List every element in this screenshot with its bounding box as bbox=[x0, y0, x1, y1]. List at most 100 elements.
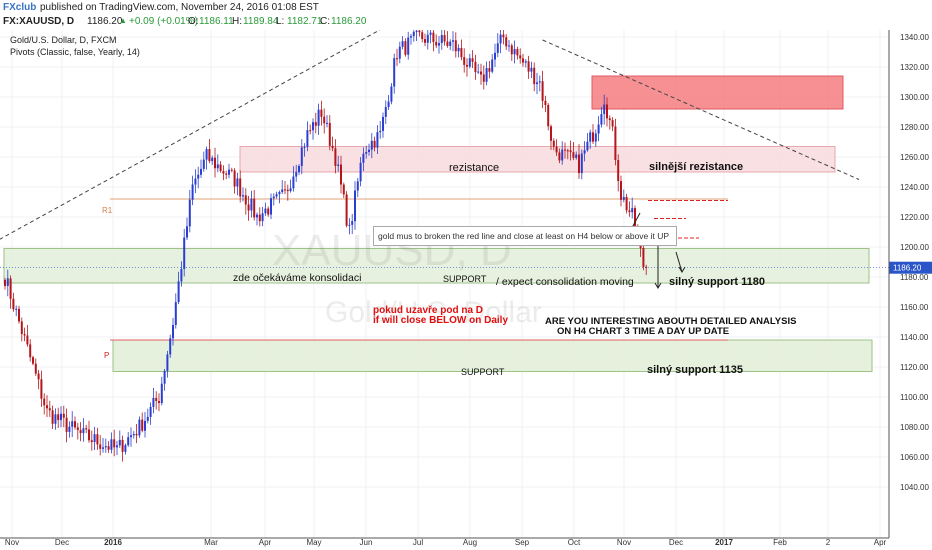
candle-body bbox=[606, 104, 608, 119]
candle-body bbox=[303, 146, 306, 148]
candle bbox=[569, 140, 572, 161]
candle bbox=[606, 97, 608, 127]
candle-body bbox=[180, 268, 183, 282]
candle-body bbox=[51, 410, 54, 424]
candle-body bbox=[541, 81, 544, 101]
candle bbox=[15, 305, 18, 317]
price-tick-label: 1340.00 bbox=[900, 33, 929, 42]
candle-body bbox=[68, 426, 71, 432]
candle bbox=[48, 400, 51, 417]
candle bbox=[485, 61, 488, 86]
candle bbox=[200, 159, 202, 178]
candle-body bbox=[278, 192, 281, 195]
candle-body bbox=[312, 122, 314, 131]
time-tick-label: Jul bbox=[413, 538, 423, 547]
candle-body bbox=[155, 397, 158, 402]
candle bbox=[426, 27, 429, 50]
time-tick-label: Mar bbox=[204, 538, 218, 547]
candle bbox=[51, 405, 54, 429]
candle bbox=[289, 179, 292, 193]
candle bbox=[135, 424, 138, 444]
candle bbox=[275, 191, 278, 199]
candle-body bbox=[26, 335, 29, 345]
candle bbox=[379, 120, 382, 139]
candle bbox=[463, 48, 466, 73]
time-tick-label: Apr bbox=[259, 538, 272, 547]
candle bbox=[491, 54, 494, 74]
candle bbox=[244, 188, 247, 215]
candle-body bbox=[401, 41, 404, 47]
candle-body bbox=[233, 170, 236, 187]
time-axis: Nov Dec 2016 Mar Apr May Jun Jul Aug Sep Oct Nov Dec… bbox=[0, 537, 889, 547]
candle bbox=[82, 418, 85, 442]
candle bbox=[239, 170, 242, 203]
candle-body bbox=[348, 224, 351, 226]
candle-body bbox=[250, 198, 253, 211]
candle-body bbox=[29, 344, 32, 358]
candle-body bbox=[418, 30, 421, 33]
candle-body bbox=[480, 71, 482, 75]
candle-body bbox=[326, 122, 328, 124]
candle bbox=[96, 427, 99, 450]
candle bbox=[558, 148, 561, 164]
candle-body bbox=[589, 132, 592, 142]
zones-layer bbox=[3, 75, 873, 372]
trendlines-layer bbox=[0, 21, 860, 240]
candle-body bbox=[390, 86, 393, 102]
candle-body bbox=[502, 34, 505, 38]
candle-body bbox=[230, 169, 233, 171]
price-tick-label: 1080.00 bbox=[900, 423, 929, 432]
candle-body bbox=[396, 58, 398, 60]
symbol-label: FX:XAUUSD, D bbox=[3, 16, 75, 27]
candle-body bbox=[631, 208, 634, 213]
candle bbox=[368, 143, 370, 156]
candle-body bbox=[309, 130, 312, 132]
candle bbox=[365, 145, 368, 159]
candle bbox=[300, 139, 303, 175]
candle-body bbox=[454, 40, 457, 52]
candle bbox=[555, 139, 558, 156]
candle-body bbox=[127, 437, 130, 446]
candle-body bbox=[356, 181, 359, 191]
candle-body bbox=[138, 419, 141, 436]
candle-body bbox=[340, 164, 342, 185]
candle-body bbox=[460, 47, 463, 58]
candle bbox=[264, 202, 267, 216]
arrow-icon bbox=[675, 251, 683, 273]
candle-body bbox=[530, 67, 533, 72]
candle-body bbox=[538, 81, 541, 83]
candle-body bbox=[306, 130, 309, 147]
candle-body bbox=[169, 338, 172, 355]
candle-body bbox=[342, 184, 345, 195]
time-tick-label: Oct bbox=[568, 538, 581, 547]
candle bbox=[124, 443, 127, 455]
candle bbox=[393, 53, 396, 94]
support-zone-1135 bbox=[112, 339, 873, 372]
candle bbox=[230, 167, 233, 173]
candle-body bbox=[132, 434, 135, 436]
candle bbox=[583, 141, 586, 162]
candle-body bbox=[468, 58, 471, 67]
candle-body bbox=[407, 37, 410, 55]
candle bbox=[466, 58, 468, 77]
candle-body bbox=[93, 434, 96, 443]
candle bbox=[527, 55, 530, 79]
candle bbox=[454, 32, 457, 58]
price-tick-label: 1100.00 bbox=[900, 393, 929, 402]
candle bbox=[603, 94, 606, 125]
candle bbox=[597, 116, 600, 142]
price-tick-label: 1200.00 bbox=[900, 243, 929, 252]
candle bbox=[281, 180, 284, 194]
triangle-up-icon: ▲ bbox=[119, 16, 127, 25]
candle-body bbox=[482, 74, 485, 82]
candle bbox=[158, 393, 160, 412]
candle bbox=[132, 430, 135, 439]
candle bbox=[40, 370, 43, 408]
candle-body bbox=[594, 133, 597, 142]
candle bbox=[642, 242, 645, 271]
candle bbox=[222, 165, 225, 181]
logo[interactable]: FXclub bbox=[3, 2, 37, 13]
candle bbox=[174, 293, 177, 329]
candle bbox=[398, 41, 401, 64]
